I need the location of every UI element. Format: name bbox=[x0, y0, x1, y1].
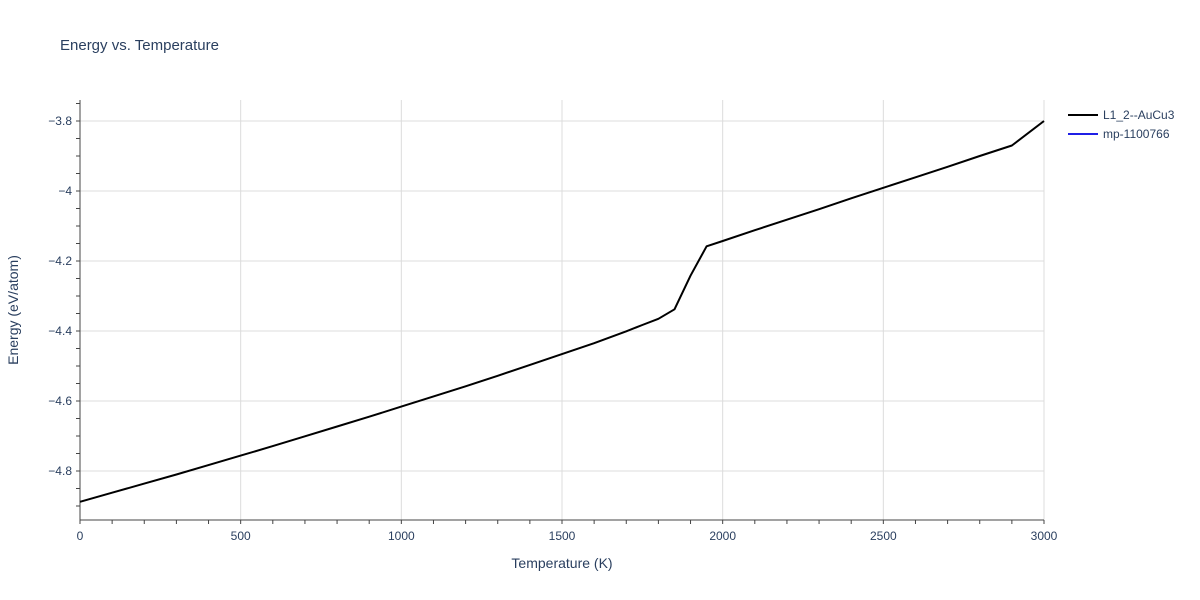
x-axis-label: Temperature (K) bbox=[511, 555, 612, 571]
x-tick-label: 1000 bbox=[388, 529, 415, 543]
series-line-0 bbox=[79, 120, 1045, 503]
y-tick-label: −4.4 bbox=[48, 324, 72, 338]
x-tick-label: 0 bbox=[77, 529, 84, 543]
legend[interactable]: L1_2--AuCu3 mp-1100766 bbox=[1068, 108, 1175, 141]
y-tick-labels: −4.8 −4.6 −4.4 −4.2 −4 −3.8 bbox=[48, 114, 72, 478]
y-tick-label: −4.8 bbox=[48, 464, 72, 478]
x-tick-label: 2000 bbox=[709, 529, 736, 543]
x-tick-label: 3000 bbox=[1031, 529, 1058, 543]
y-tick-label: −4.2 bbox=[48, 254, 72, 268]
legend-item-label[interactable]: L1_2--AuCu3 bbox=[1103, 108, 1175, 122]
grid-lines bbox=[80, 100, 1045, 520]
y-tick-label: −4 bbox=[58, 184, 72, 198]
chart-title: Energy vs. Temperature bbox=[60, 37, 219, 54]
x-tick-label: 1500 bbox=[549, 529, 576, 543]
legend-item-label[interactable]: mp-1100766 bbox=[1103, 127, 1170, 141]
axes bbox=[76, 100, 1045, 524]
x-tick-label: 2500 bbox=[870, 529, 897, 543]
y-tick-label: −4.6 bbox=[48, 394, 72, 408]
series-lines bbox=[79, 120, 1045, 503]
x-tick-label: 500 bbox=[231, 529, 251, 543]
y-tick-label: −3.8 bbox=[48, 114, 72, 128]
x-tick-labels: 0 500 1000 1500 2000 2500 3000 bbox=[77, 529, 1058, 543]
y-axis-label: Energy (eV/atom) bbox=[5, 255, 21, 365]
